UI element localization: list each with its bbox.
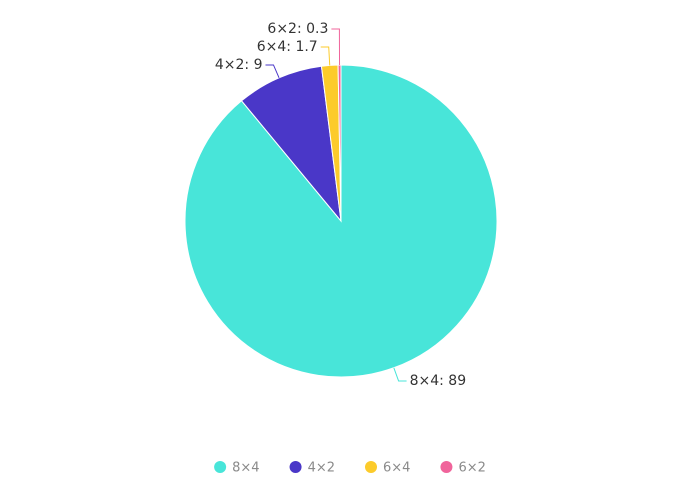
legend: 8×4 4×2 6×4 6×2	[214, 461, 486, 476]
leader-line	[331, 28, 341, 66]
legend-label: 4×2	[308, 461, 335, 476]
legend-marker	[440, 461, 453, 473]
legend-marker	[365, 461, 377, 473]
pie-slice	[240, 65, 342, 223]
leader-line	[393, 367, 407, 382]
data-label: 8×4: 89	[410, 373, 467, 389]
leader-line	[320, 46, 331, 66]
legend-label: 6×4	[383, 461, 410, 476]
legend-label: 8×4	[232, 461, 259, 476]
data-label: 6×2: 0.3	[267, 21, 328, 37]
data-label: 6×4: 1.7	[257, 39, 318, 55]
data-label: 4×2: 9	[215, 57, 263, 73]
leader-line	[265, 64, 280, 79]
legend-marker	[289, 461, 302, 473]
legend-marker	[214, 461, 227, 473]
legend-label: 6×2	[458, 461, 485, 476]
